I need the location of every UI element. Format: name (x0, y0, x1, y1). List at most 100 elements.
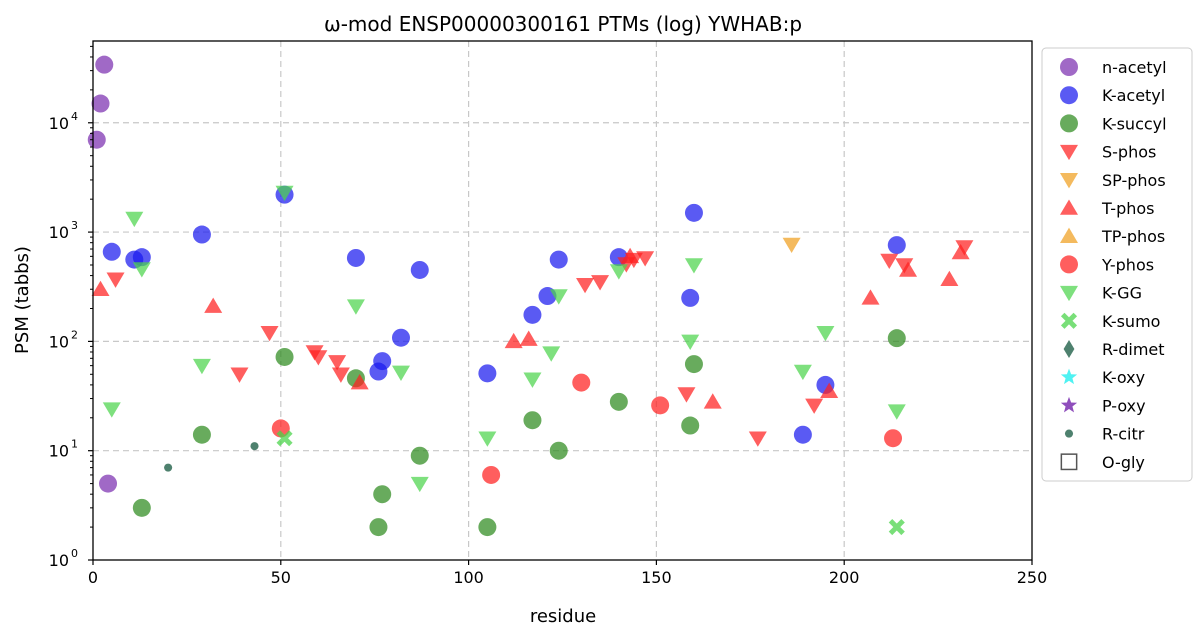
point-Y-phos (482, 465, 501, 484)
legend-marker (1060, 144, 1078, 161)
legend-label: Y-phos (1101, 255, 1154, 274)
legend-item: K-oxy (1060, 368, 1145, 387)
legend-item: K-succyl (1060, 114, 1167, 133)
point-T-phos (519, 330, 538, 346)
x-axis-title: residue (530, 606, 596, 627)
point-n-acetyl (91, 94, 110, 113)
y-tick-label: 10 (49, 114, 69, 133)
legend-marker (1060, 199, 1078, 215)
legend-item: n-acetyl (1060, 58, 1167, 77)
legend-label: P-oxy (1102, 396, 1146, 415)
series-SP-phos (782, 237, 801, 254)
legend-marker (1060, 227, 1078, 243)
legend-item: SP-phos (1060, 171, 1166, 190)
legend-label: TP-phos (1101, 227, 1165, 246)
legend-label: R-citr (1102, 425, 1145, 444)
point-S-phos (955, 240, 974, 256)
point-K-succyl (609, 392, 628, 411)
point-K-succyl (410, 446, 429, 465)
point-T-phos (899, 261, 918, 277)
x-tick-label: 50 (271, 568, 291, 587)
point-K-acetyl (523, 305, 542, 324)
point-T-phos (820, 382, 839, 398)
legend-marker (1060, 114, 1078, 133)
x-tick-label: 150 (641, 568, 672, 587)
y-tick-label: 10 (49, 223, 69, 242)
legend-marker (1060, 312, 1078, 329)
legend-label: K-sumo (1102, 312, 1160, 331)
series-R-citr (164, 442, 259, 472)
series-Y-phos (271, 373, 903, 484)
point-K-GG (275, 185, 294, 202)
legend-item: K-acetyl (1060, 86, 1165, 105)
legend-label: K-succyl (1102, 114, 1167, 133)
legend-label: n-acetyl (1102, 58, 1167, 77)
legend-label: S-phos (1102, 143, 1156, 162)
plot-frame (92, 40, 1033, 561)
legend-marker (1060, 58, 1078, 76)
point-K-GG (523, 372, 542, 388)
legend-label: T-phos (1101, 199, 1155, 218)
y-tick-exponent: 2 (71, 328, 78, 341)
point-K-GG (102, 402, 121, 418)
point-K-GG (684, 258, 703, 274)
point-K-succyl (887, 329, 906, 348)
point-S-phos (895, 258, 914, 274)
point-K-GG (793, 364, 812, 381)
legend-label: SP-phos (1102, 171, 1166, 190)
point-K-GG (192, 358, 211, 375)
series-K-succyl (132, 329, 906, 537)
legend-label: O-gly (1102, 453, 1145, 472)
point-K-acetyl (887, 236, 906, 255)
point-S-phos (636, 251, 655, 267)
series-n-acetyl (87, 55, 118, 493)
point-S-phos (805, 398, 824, 414)
point-S-phos (748, 431, 767, 447)
point-S-phos (576, 277, 595, 294)
point-K-GG (887, 404, 906, 420)
legend-marker (1060, 453, 1078, 471)
legend-item: K-GG (1060, 284, 1142, 303)
point-T-phos (861, 289, 880, 305)
point-K-succyl (369, 518, 388, 537)
legend-item: R-citr (1064, 425, 1145, 444)
point-K-acetyl (346, 248, 365, 267)
data-points (87, 55, 974, 537)
point-n-acetyl (95, 55, 114, 74)
y-tick-label: 10 (49, 551, 69, 570)
x-tick-label: 200 (829, 568, 860, 587)
point-T-phos (951, 243, 970, 260)
point-K-succyl (275, 347, 294, 366)
point-Y-phos (651, 396, 670, 415)
point-R-citr (164, 463, 173, 472)
legend-marker (1063, 340, 1075, 358)
point-K-succyl (681, 416, 700, 435)
point-S-phos (106, 272, 125, 288)
x-tick-label: 100 (453, 568, 484, 587)
legend-item: Y-phos (1060, 255, 1154, 274)
point-K-acetyl (391, 328, 410, 347)
point-K-GG (391, 365, 410, 381)
point-K-sumo (276, 430, 293, 447)
point-K-succyl (132, 498, 151, 517)
point-K-acetyl (410, 260, 429, 279)
y-axis-title: PSM (tabbs) (12, 246, 33, 354)
point-K-acetyl (192, 225, 211, 244)
point-K-succyl (523, 411, 542, 430)
point-S-phos (331, 367, 350, 383)
point-K-acetyl (684, 203, 703, 222)
grid (93, 41, 1032, 560)
point-S-phos (591, 275, 610, 291)
point-S-phos (880, 253, 899, 270)
legend-marker (1060, 285, 1078, 302)
point-SP-phos (782, 237, 801, 254)
point-Y-phos (572, 373, 591, 392)
point-K-acetyl (132, 248, 151, 267)
point-K-acetyl (102, 242, 121, 261)
legend-item: T-phos (1060, 199, 1155, 218)
legend-item: S-phos (1060, 143, 1156, 162)
point-K-GG (681, 334, 700, 350)
y-tick-exponent: 1 (71, 438, 78, 451)
